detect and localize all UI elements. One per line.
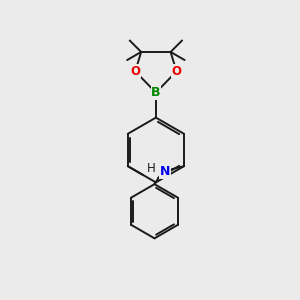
Text: N: N	[160, 165, 170, 178]
Text: O: O	[130, 65, 140, 78]
Text: H: H	[147, 162, 156, 175]
Text: O: O	[172, 65, 182, 78]
Text: B: B	[151, 86, 160, 99]
